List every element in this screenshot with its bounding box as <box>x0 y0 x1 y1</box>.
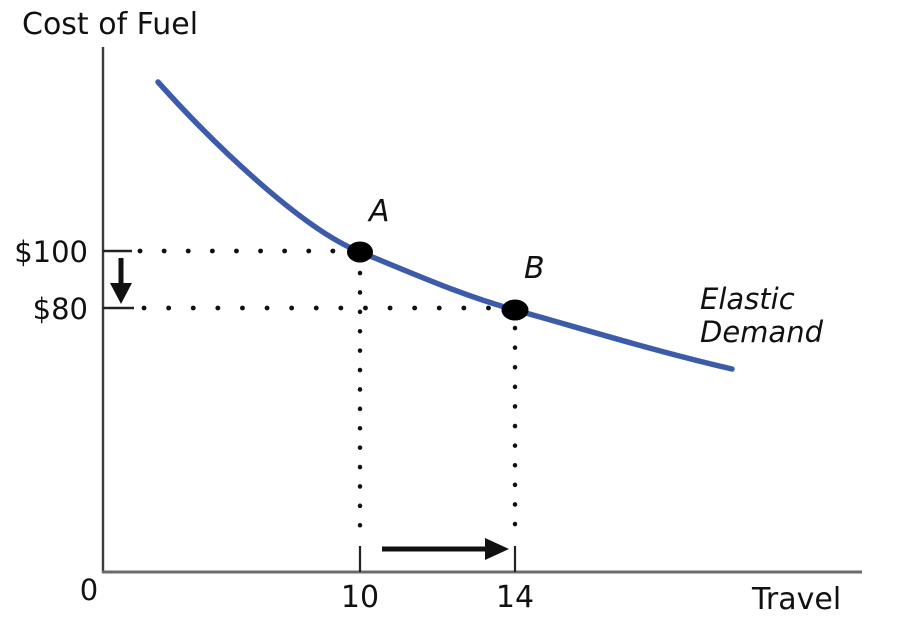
y-tick-label-100: $100 <box>14 235 88 269</box>
quantity-increase-arrow <box>382 538 509 560</box>
curve-label: Elastic Demand <box>700 282 823 350</box>
x-axis-title: Travel <box>752 582 842 617</box>
point-b-label: B <box>524 251 545 286</box>
price-decrease-arrow <box>110 258 132 304</box>
y-tick-label-80: $80 <box>32 292 88 326</box>
point-b-marker <box>501 299 529 321</box>
y-axis-title: Cost of Fuel <box>22 7 199 42</box>
origin-label: 0 <box>79 573 99 607</box>
x-tick-label-10: 10 <box>340 580 380 615</box>
x-tick-label-14: 14 <box>495 580 535 615</box>
point-a-label: A <box>369 194 390 229</box>
demand-curve <box>155 79 735 372</box>
point-a-marker <box>347 241 373 263</box>
